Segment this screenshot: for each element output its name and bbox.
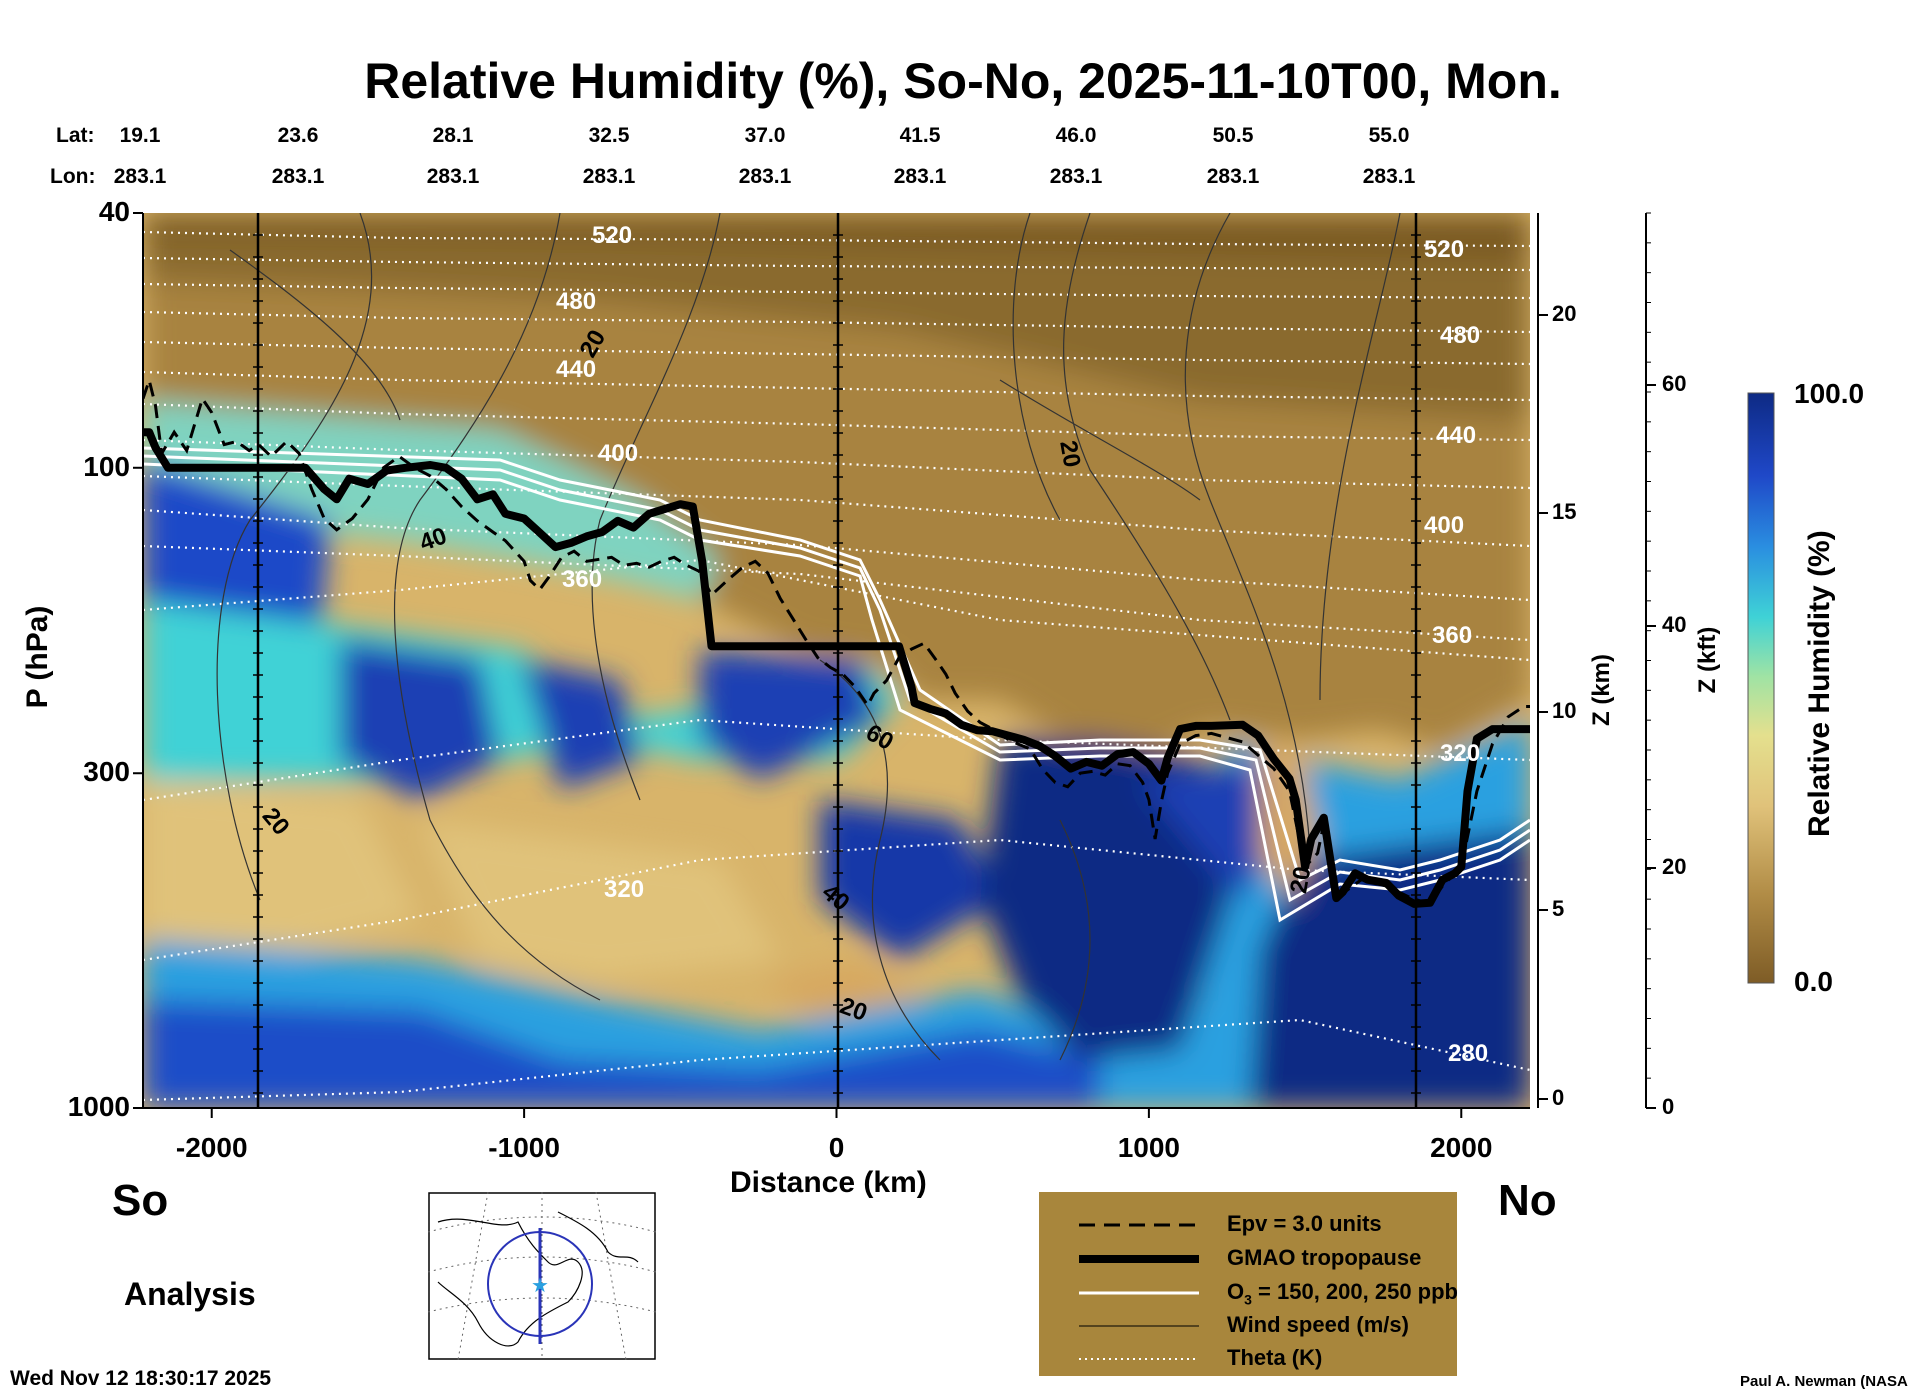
colorbar-label: Relative Humidity (%) — [1803, 530, 1836, 837]
lon-value: 283.1 — [582, 165, 636, 188]
plot-frame — [133, 212, 1656, 1118]
wind-contours — [216, 213, 1401, 1061]
lat-value: 28.1 — [432, 124, 474, 147]
theta-label: 480 — [1440, 322, 1481, 349]
legend-item-epv: Epv = 3.0 units — [1079, 1211, 1382, 1236]
y-tick-label: 300 — [83, 756, 130, 788]
north-label: No — [1498, 1176, 1557, 1225]
theta-label: 400 — [1424, 512, 1465, 539]
south-label: So — [112, 1176, 169, 1225]
lon-value: 283.1 — [1362, 165, 1416, 188]
theta-label: 320 — [1440, 740, 1481, 767]
x-axis-label: Distance (km) — [730, 1166, 927, 1199]
y-tick-label: 100 — [83, 450, 130, 482]
mode-label: Analysis — [124, 1276, 256, 1312]
z-km-tick-label: 20 — [1552, 301, 1577, 326]
colorbar — [1747, 392, 1775, 984]
lat-label: Lat: — [56, 124, 95, 147]
x-tick-label: -2000 — [175, 1132, 248, 1163]
theta-label: 520 — [592, 222, 633, 249]
x-tick-label: -1000 — [488, 1132, 560, 1163]
y-tick-label: 1000 — [67, 1091, 130, 1122]
legend-item-theta: Theta (K) — [1079, 1345, 1323, 1370]
lon-value: 283.1 — [271, 165, 325, 188]
z-kft-tick-label: 60 — [1662, 371, 1687, 396]
x-tick-label: 0 — [828, 1132, 845, 1163]
legend-item-tropopause: GMAO tropopause — [1079, 1245, 1422, 1270]
z-kft-tick-label: 20 — [1662, 854, 1687, 879]
lat-value: 55.0 — [1368, 124, 1410, 147]
lat-value: 37.0 — [744, 124, 786, 147]
theta-label: 400 — [598, 440, 639, 467]
theta-label: 480 — [556, 288, 597, 315]
lat-value: 50.5 — [1212, 124, 1254, 147]
theta-label: 320 — [604, 876, 645, 903]
chart-title: Relative Humidity (%), So-No, 2025-11-10… — [364, 53, 1562, 109]
z-kft-tick-label: 40 — [1662, 612, 1687, 637]
wind-label: 20 — [1285, 864, 1317, 896]
lon-value: 283.1 — [113, 165, 167, 188]
credit: Paul A. Newman (NASA — [1740, 1373, 1908, 1390]
legend-item-ozone: O3 = 150, 200, 250 ppb — [1079, 1279, 1458, 1308]
lon-value: 283.1 — [738, 165, 792, 188]
theta-lines — [143, 230, 1530, 1102]
x-tick-label: 1000 — [1117, 1132, 1181, 1163]
colorbar-max: 100.0 — [1794, 378, 1865, 409]
theta-label: 360 — [562, 566, 603, 593]
z-km-tick-label: 5 — [1552, 896, 1565, 921]
legend-item-wind: Wind speed (m/s) — [1079, 1312, 1409, 1337]
wind-label: 20 — [1054, 438, 1086, 470]
z-kft-label: Z (kft) — [1694, 626, 1721, 694]
x-tick-label: 2000 — [1430, 1132, 1493, 1163]
z-km-tick-label: 15 — [1552, 499, 1577, 524]
theta-label: 440 — [556, 356, 597, 383]
location-star-icon: ★ — [531, 1273, 549, 1297]
z-km-tick-label: 10 — [1552, 698, 1577, 723]
timestamp: Wed Nov 12 18:30:17 2025 — [10, 1367, 272, 1390]
y-axis-label: P (hPa) — [21, 605, 54, 709]
humidity-field — [143, 213, 1530, 1108]
theta-label: 280 — [1448, 1040, 1489, 1067]
y-tick-label: 40 — [98, 196, 130, 227]
lat-value: 41.5 — [899, 124, 941, 147]
lon-value: 283.1 — [1049, 165, 1103, 188]
inset-map: ★ — [428, 1192, 656, 1360]
theta-label: 520 — [1424, 236, 1465, 263]
lat-value: 46.0 — [1055, 124, 1097, 147]
tropopause-line — [143, 428, 1530, 908]
theta-label: 360 — [1432, 622, 1473, 649]
lat-value: 19.1 — [119, 124, 161, 147]
legend: Epv = 3.0 units GMAO tropopause O3 = 150… — [1039, 1192, 1458, 1376]
lat-value: 32.5 — [588, 124, 630, 147]
lat-value: 23.6 — [277, 124, 319, 147]
z-kft-tick-label: 0 — [1662, 1094, 1675, 1119]
colorbar-min: 0.0 — [1794, 966, 1833, 997]
lon-value: 283.1 — [426, 165, 480, 188]
lon-label: Lon: — [50, 165, 96, 188]
lon-value: 283.1 — [1206, 165, 1260, 188]
z-km-tick-label: 0 — [1552, 1085, 1565, 1110]
z-km-label: Z (km) — [1588, 654, 1615, 726]
section-markers — [256, 213, 1418, 1108]
lon-value: 283.1 — [893, 165, 947, 188]
theta-label: 440 — [1436, 422, 1477, 449]
